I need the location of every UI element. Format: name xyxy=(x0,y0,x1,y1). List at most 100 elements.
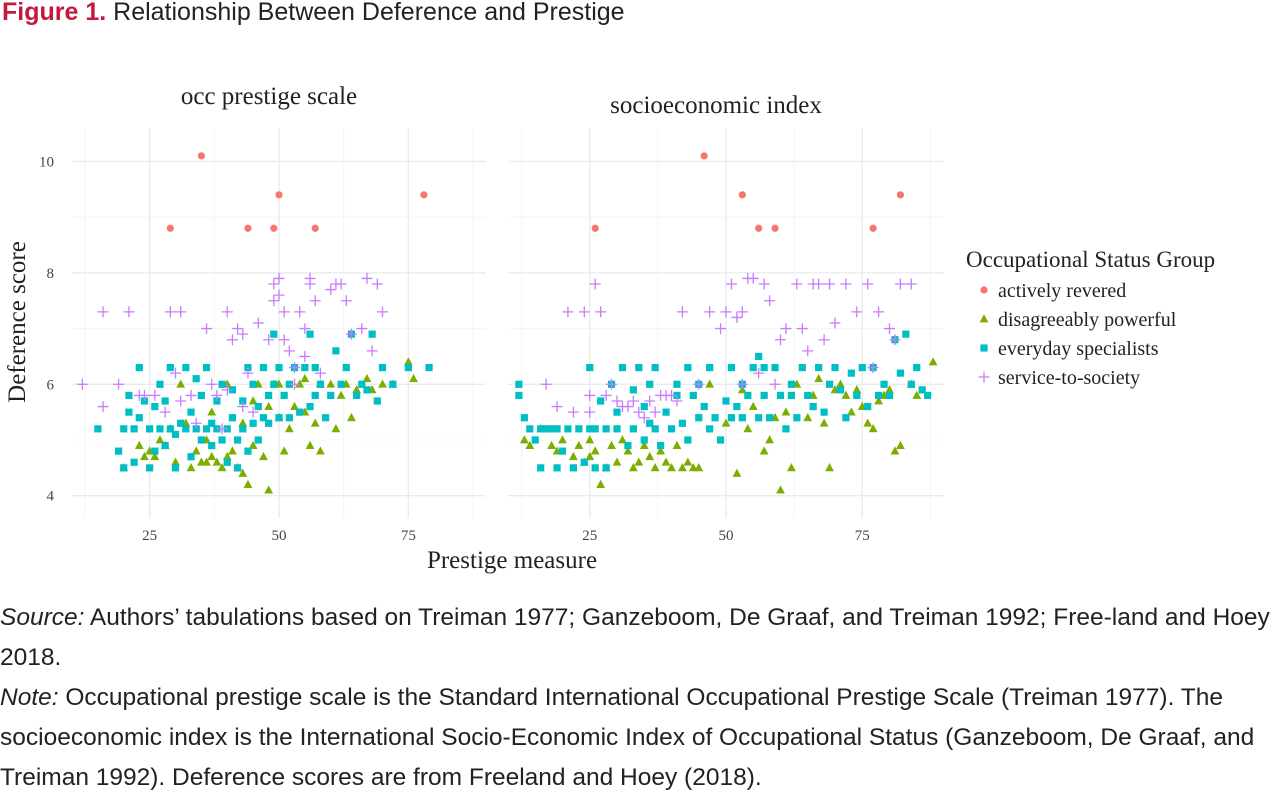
data-point-service_to_society xyxy=(818,334,830,346)
data-point-service_to_society xyxy=(840,278,852,290)
data-point-everyday_specialists xyxy=(368,330,376,338)
data-point-service_to_society xyxy=(611,395,623,407)
data-point-service_to_society xyxy=(185,389,197,401)
x-tick-label: 50 xyxy=(719,528,734,544)
data-point-service_to_society xyxy=(764,295,776,307)
data-point-everyday_specialists xyxy=(918,386,926,394)
data-point-disagreeably_powerful xyxy=(243,479,253,488)
data-point-service_to_society xyxy=(76,378,88,390)
data-point-everyday_specialists xyxy=(896,369,904,377)
data-point-service_to_society xyxy=(824,278,836,290)
data-point-everyday_specialists xyxy=(847,369,855,377)
data-point-service_to_society xyxy=(780,323,792,335)
y-tick-label: 8 xyxy=(47,266,55,282)
data-point-service_to_society xyxy=(862,278,874,290)
data-point-disagreeably_powerful xyxy=(590,446,600,455)
data-point-everyday_specialists xyxy=(337,380,345,388)
data-point-disagreeably_powerful xyxy=(316,446,325,455)
data-point-service_to_society xyxy=(813,278,825,290)
data-point-everyday_specialists xyxy=(580,458,588,466)
data-point-disagreeably_powerful xyxy=(781,407,791,416)
data-point-everyday_specialists xyxy=(684,436,692,444)
data-point-everyday_specialists xyxy=(640,436,648,444)
data-point-everyday_specialists xyxy=(223,458,231,466)
data-point-everyday_specialists xyxy=(787,380,795,388)
data-point-everyday_specialists xyxy=(782,425,790,433)
data-point-disagreeably_powerful xyxy=(743,424,753,433)
data-point-disagreeably_powerful xyxy=(347,412,356,422)
data-point-everyday_specialists xyxy=(197,436,205,444)
data-point-everyday_specialists xyxy=(913,363,921,372)
data-point-service_to_society xyxy=(278,334,290,346)
data-point-everyday_specialists xyxy=(125,391,133,400)
data-point-service_to_society xyxy=(221,306,233,318)
data-point-everyday_specialists xyxy=(244,447,252,455)
data-point-disagreeably_powerful xyxy=(155,435,165,444)
data-point-disagreeably_powerful xyxy=(569,451,578,461)
data-point-everyday_specialists xyxy=(358,380,366,388)
data-point-everyday_specialists xyxy=(651,425,659,433)
data-point-actively_revered xyxy=(275,191,283,199)
data-point-everyday_specialists xyxy=(766,414,774,422)
data-point-everyday_specialists xyxy=(586,363,594,372)
data-point-service_to_society xyxy=(715,323,727,335)
data-point-service_to_society xyxy=(578,306,590,318)
data-point-everyday_specialists xyxy=(542,425,550,433)
data-point-service_to_society xyxy=(340,295,352,307)
data-point-disagreeably_powerful xyxy=(279,446,289,455)
data-point-disagreeably_powerful xyxy=(928,357,938,366)
data-point-disagreeably_powerful xyxy=(140,451,149,461)
data-point-service_to_society xyxy=(356,323,368,335)
data-point-service_to_society xyxy=(377,306,388,318)
data-point-everyday_specialists xyxy=(825,380,834,388)
figure-label: Figure 1. xyxy=(2,0,107,26)
data-point-everyday_specialists xyxy=(202,425,211,433)
data-point-disagreeably_powerful xyxy=(248,440,258,449)
data-point-service_to_society xyxy=(268,278,280,290)
data-point-service_to_society xyxy=(97,306,109,318)
data-point-everyday_specialists xyxy=(597,397,605,405)
figure-title: Figure 1. Relationship Between Deference… xyxy=(2,0,625,27)
data-point-everyday_specialists xyxy=(130,458,138,466)
data-point-disagreeably_powerful xyxy=(836,379,845,388)
data-point-disagreeably_powerful xyxy=(683,457,693,466)
data-point-disagreeably_powerful xyxy=(331,424,341,433)
data-point-service_to_society xyxy=(335,278,347,290)
data-point-everyday_specialists xyxy=(94,425,102,433)
data-point-everyday_specialists xyxy=(673,380,681,388)
x-tick-label: 25 xyxy=(582,528,597,544)
data-point-everyday_specialists xyxy=(815,363,823,372)
data-point-everyday_specialists xyxy=(558,447,567,455)
data-point-everyday_specialists xyxy=(553,425,561,433)
data-point-disagreeably_powerful xyxy=(212,457,222,466)
data-point-everyday_specialists xyxy=(130,425,138,433)
data-point-everyday_specialists xyxy=(363,386,371,394)
data-point-disagreeably_powerful xyxy=(409,373,418,383)
data-point-disagreeably_powerful xyxy=(134,440,144,449)
data-point-everyday_specialists xyxy=(182,363,190,372)
data-point-service_to_society xyxy=(905,278,917,290)
data-point-disagreeably_powerful xyxy=(803,412,813,422)
data-point-everyday_specialists xyxy=(629,425,637,433)
data-point-service_to_society xyxy=(361,272,373,284)
data-point-actively_revered xyxy=(896,191,905,199)
legend-key-service_to_society xyxy=(978,371,990,383)
data-point-everyday_specialists xyxy=(192,375,200,383)
data-point-disagreeably_powerful xyxy=(238,418,248,427)
facet-title: socioeconomic index xyxy=(610,92,822,119)
data-point-disagreeably_powerful xyxy=(885,385,894,394)
data-point-disagreeably_powerful xyxy=(759,446,769,455)
data-point-everyday_specialists xyxy=(738,414,746,422)
data-point-service_to_society xyxy=(851,306,863,318)
data-point-everyday_specialists xyxy=(353,391,361,400)
data-point-everyday_specialists xyxy=(306,402,314,411)
data-point-service_to_society xyxy=(644,395,656,407)
data-point-everyday_specialists xyxy=(120,464,128,472)
data-point-everyday_specialists xyxy=(254,402,262,411)
data-point-everyday_specialists xyxy=(234,464,242,472)
data-point-service_to_society xyxy=(211,389,223,401)
data-point-service_to_society xyxy=(289,362,301,374)
data-point-disagreeably_powerful xyxy=(628,463,638,472)
data-point-disagreeably_powerful xyxy=(284,424,294,433)
data-point-everyday_specialists xyxy=(646,380,654,388)
